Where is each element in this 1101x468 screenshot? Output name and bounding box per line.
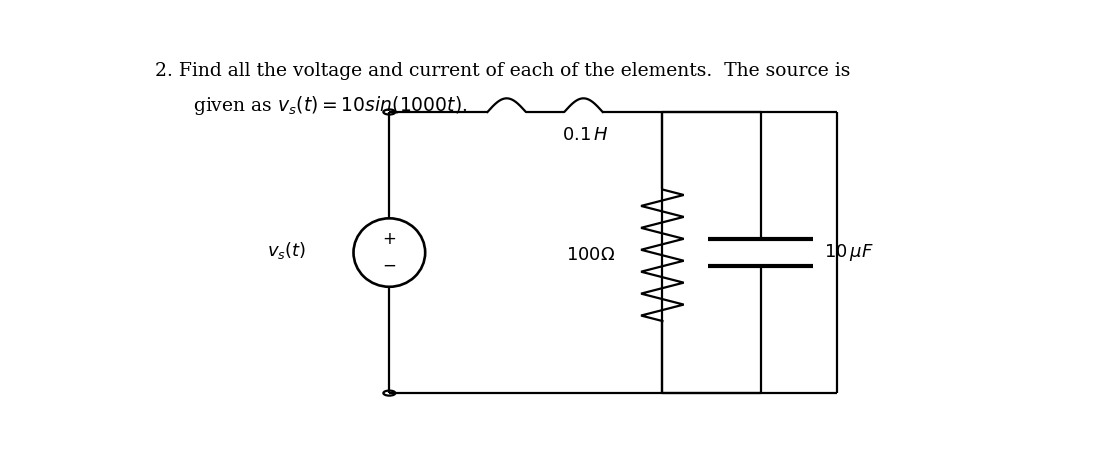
Text: $-$: $-$ (382, 257, 396, 274)
Text: 2. Find all the voltage and current of each of the elements.  The source is: 2. Find all the voltage and current of e… (154, 62, 850, 80)
Text: $v_s(t)$: $v_s(t)$ (268, 240, 306, 261)
Text: $10\,\mu F$: $10\,\mu F$ (824, 242, 873, 263)
Text: $+$: $+$ (382, 231, 396, 248)
Text: given as $v_s(t) = 10sin(1000t)$.: given as $v_s(t) = 10sin(1000t)$. (193, 94, 468, 117)
Text: $0.1\,H$: $0.1\,H$ (563, 126, 609, 145)
Text: $100\Omega$: $100\Omega$ (566, 246, 615, 264)
